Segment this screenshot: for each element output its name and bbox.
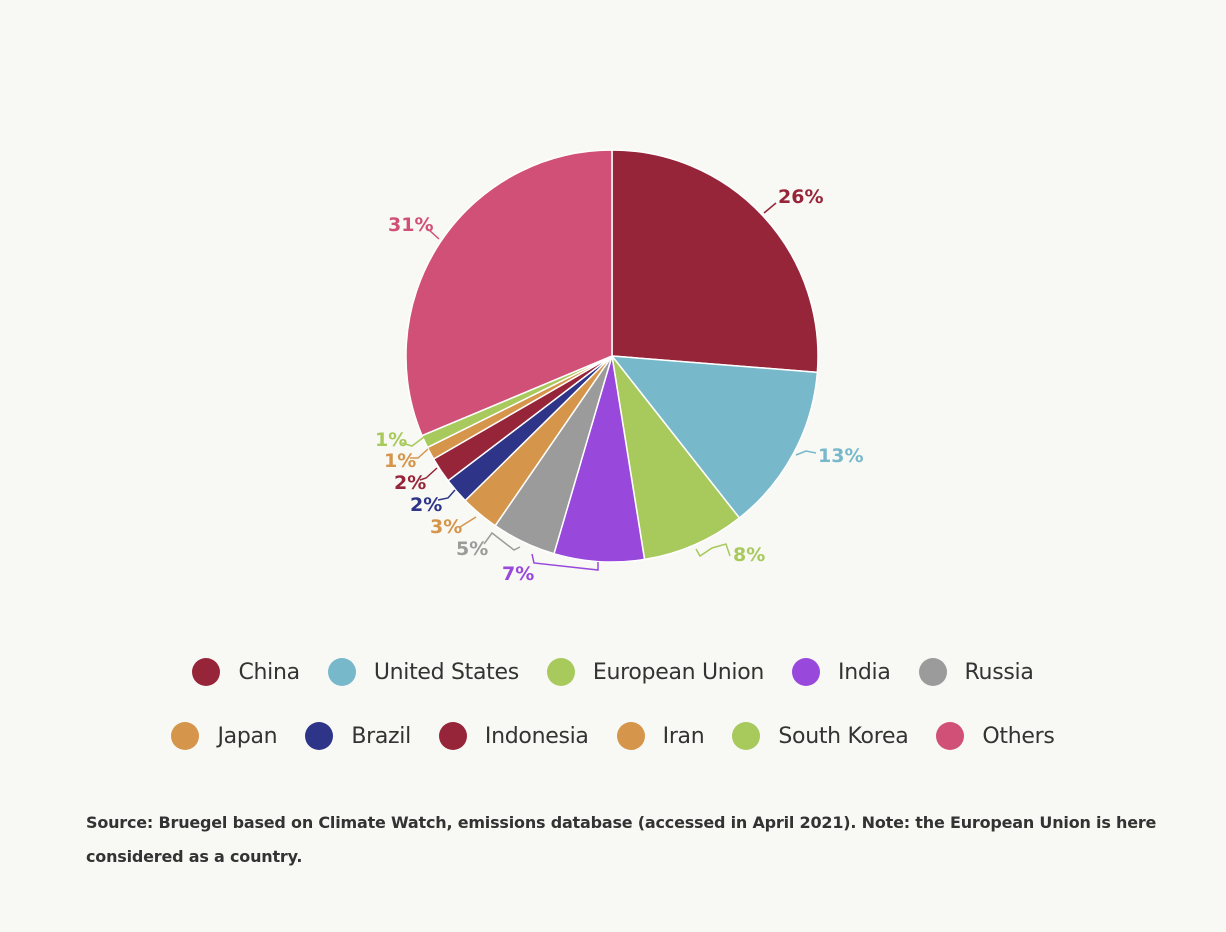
legend-row-2: Japan Brazil Indonesia Iran South Korea … [0, 722, 1226, 750]
leader-line-china [763, 202, 777, 214]
legend-item-south-korea[interactable]: South Korea [732, 722, 909, 750]
legend-swatch-india [792, 658, 821, 686]
legend-label-russia: Russia [964, 659, 1034, 685]
data-label-japan: 3% [430, 516, 462, 538]
data-label-united-states: 13% [818, 445, 863, 467]
data-label-brazil: 2% [410, 494, 442, 516]
data-label-european-union: 8% [733, 544, 765, 566]
legend-row-1: China United States European Union India… [0, 658, 1226, 686]
data-label-china: 26% [778, 186, 823, 208]
legend-label-united-states: United States [373, 659, 519, 685]
legend-swatch-others [936, 722, 965, 750]
data-label-south-korea: 1% [375, 429, 407, 451]
legend-label-others: Others [982, 723, 1055, 749]
legend-swatch-european-union [546, 658, 575, 686]
pie-chart: 26%13%8%7%5%3%2%2%1%1%31% [375, 149, 863, 585]
legend-swatch-south-korea [732, 722, 761, 750]
leader-line-united-states [795, 450, 817, 456]
legend-item-united-states[interactable]: United States [327, 658, 519, 686]
legend-item-russia[interactable]: Russia [918, 658, 1034, 686]
leader-line-indonesia [419, 467, 438, 481]
legend-swatch-iran [616, 722, 645, 750]
legend-item-india[interactable]: India [792, 658, 891, 686]
leader-line-iran [410, 448, 429, 459]
legend-label-china: China [238, 659, 300, 685]
legend-label-south-korea: South Korea [778, 723, 909, 749]
legend-swatch-brazil [305, 722, 334, 750]
legend-item-european-union[interactable]: European Union [546, 658, 765, 686]
legend-item-brazil[interactable]: Brazil [305, 722, 411, 750]
legend-item-china[interactable]: China [192, 658, 300, 686]
leader-line-india [531, 553, 599, 571]
data-label-others: 31% [388, 214, 433, 236]
source-note: Source: Bruegel based on Climate Watch, … [86, 813, 1157, 866]
pie-slice-united-states[interactable] [610, 355, 819, 519]
data-label-russia: 5% [456, 538, 488, 560]
leader-line-japan [459, 516, 477, 528]
data-label-iran: 1% [384, 450, 416, 472]
legend-swatch-russia [918, 658, 947, 686]
pie-slice-others[interactable] [405, 149, 613, 437]
leader-line-european-union [695, 543, 731, 558]
legend-swatch-indonesia [438, 722, 467, 750]
legend-swatch-china [192, 658, 221, 686]
pie-slice-china[interactable] [611, 149, 819, 374]
legend-label-iran: Iran [662, 723, 705, 749]
pie-slice-european-union[interactable] [610, 353, 741, 561]
legend-item-others[interactable]: Others [936, 722, 1055, 750]
data-label-india: 7% [502, 563, 534, 585]
leader-line-russia [483, 531, 521, 551]
legend-item-iran[interactable]: Iran [616, 722, 705, 750]
leader-line-brazil [437, 489, 456, 501]
leader-line-south-korea [401, 436, 425, 447]
legend-item-japan[interactable]: Japan [171, 722, 278, 750]
data-label-indonesia: 2% [394, 472, 426, 494]
legend-label-japan: Japan [217, 723, 278, 749]
legend-label-brazil: Brazil [351, 723, 411, 749]
legend-label-india: India [838, 659, 891, 685]
legend-label-indonesia: Indonesia [484, 723, 589, 749]
leader-line-others [427, 228, 440, 240]
legend-swatch-united-states [327, 658, 356, 686]
legend-item-indonesia[interactable]: Indonesia [438, 722, 589, 750]
legend-label-european-union: European Union [592, 659, 765, 685]
legend-swatch-japan [171, 722, 200, 750]
